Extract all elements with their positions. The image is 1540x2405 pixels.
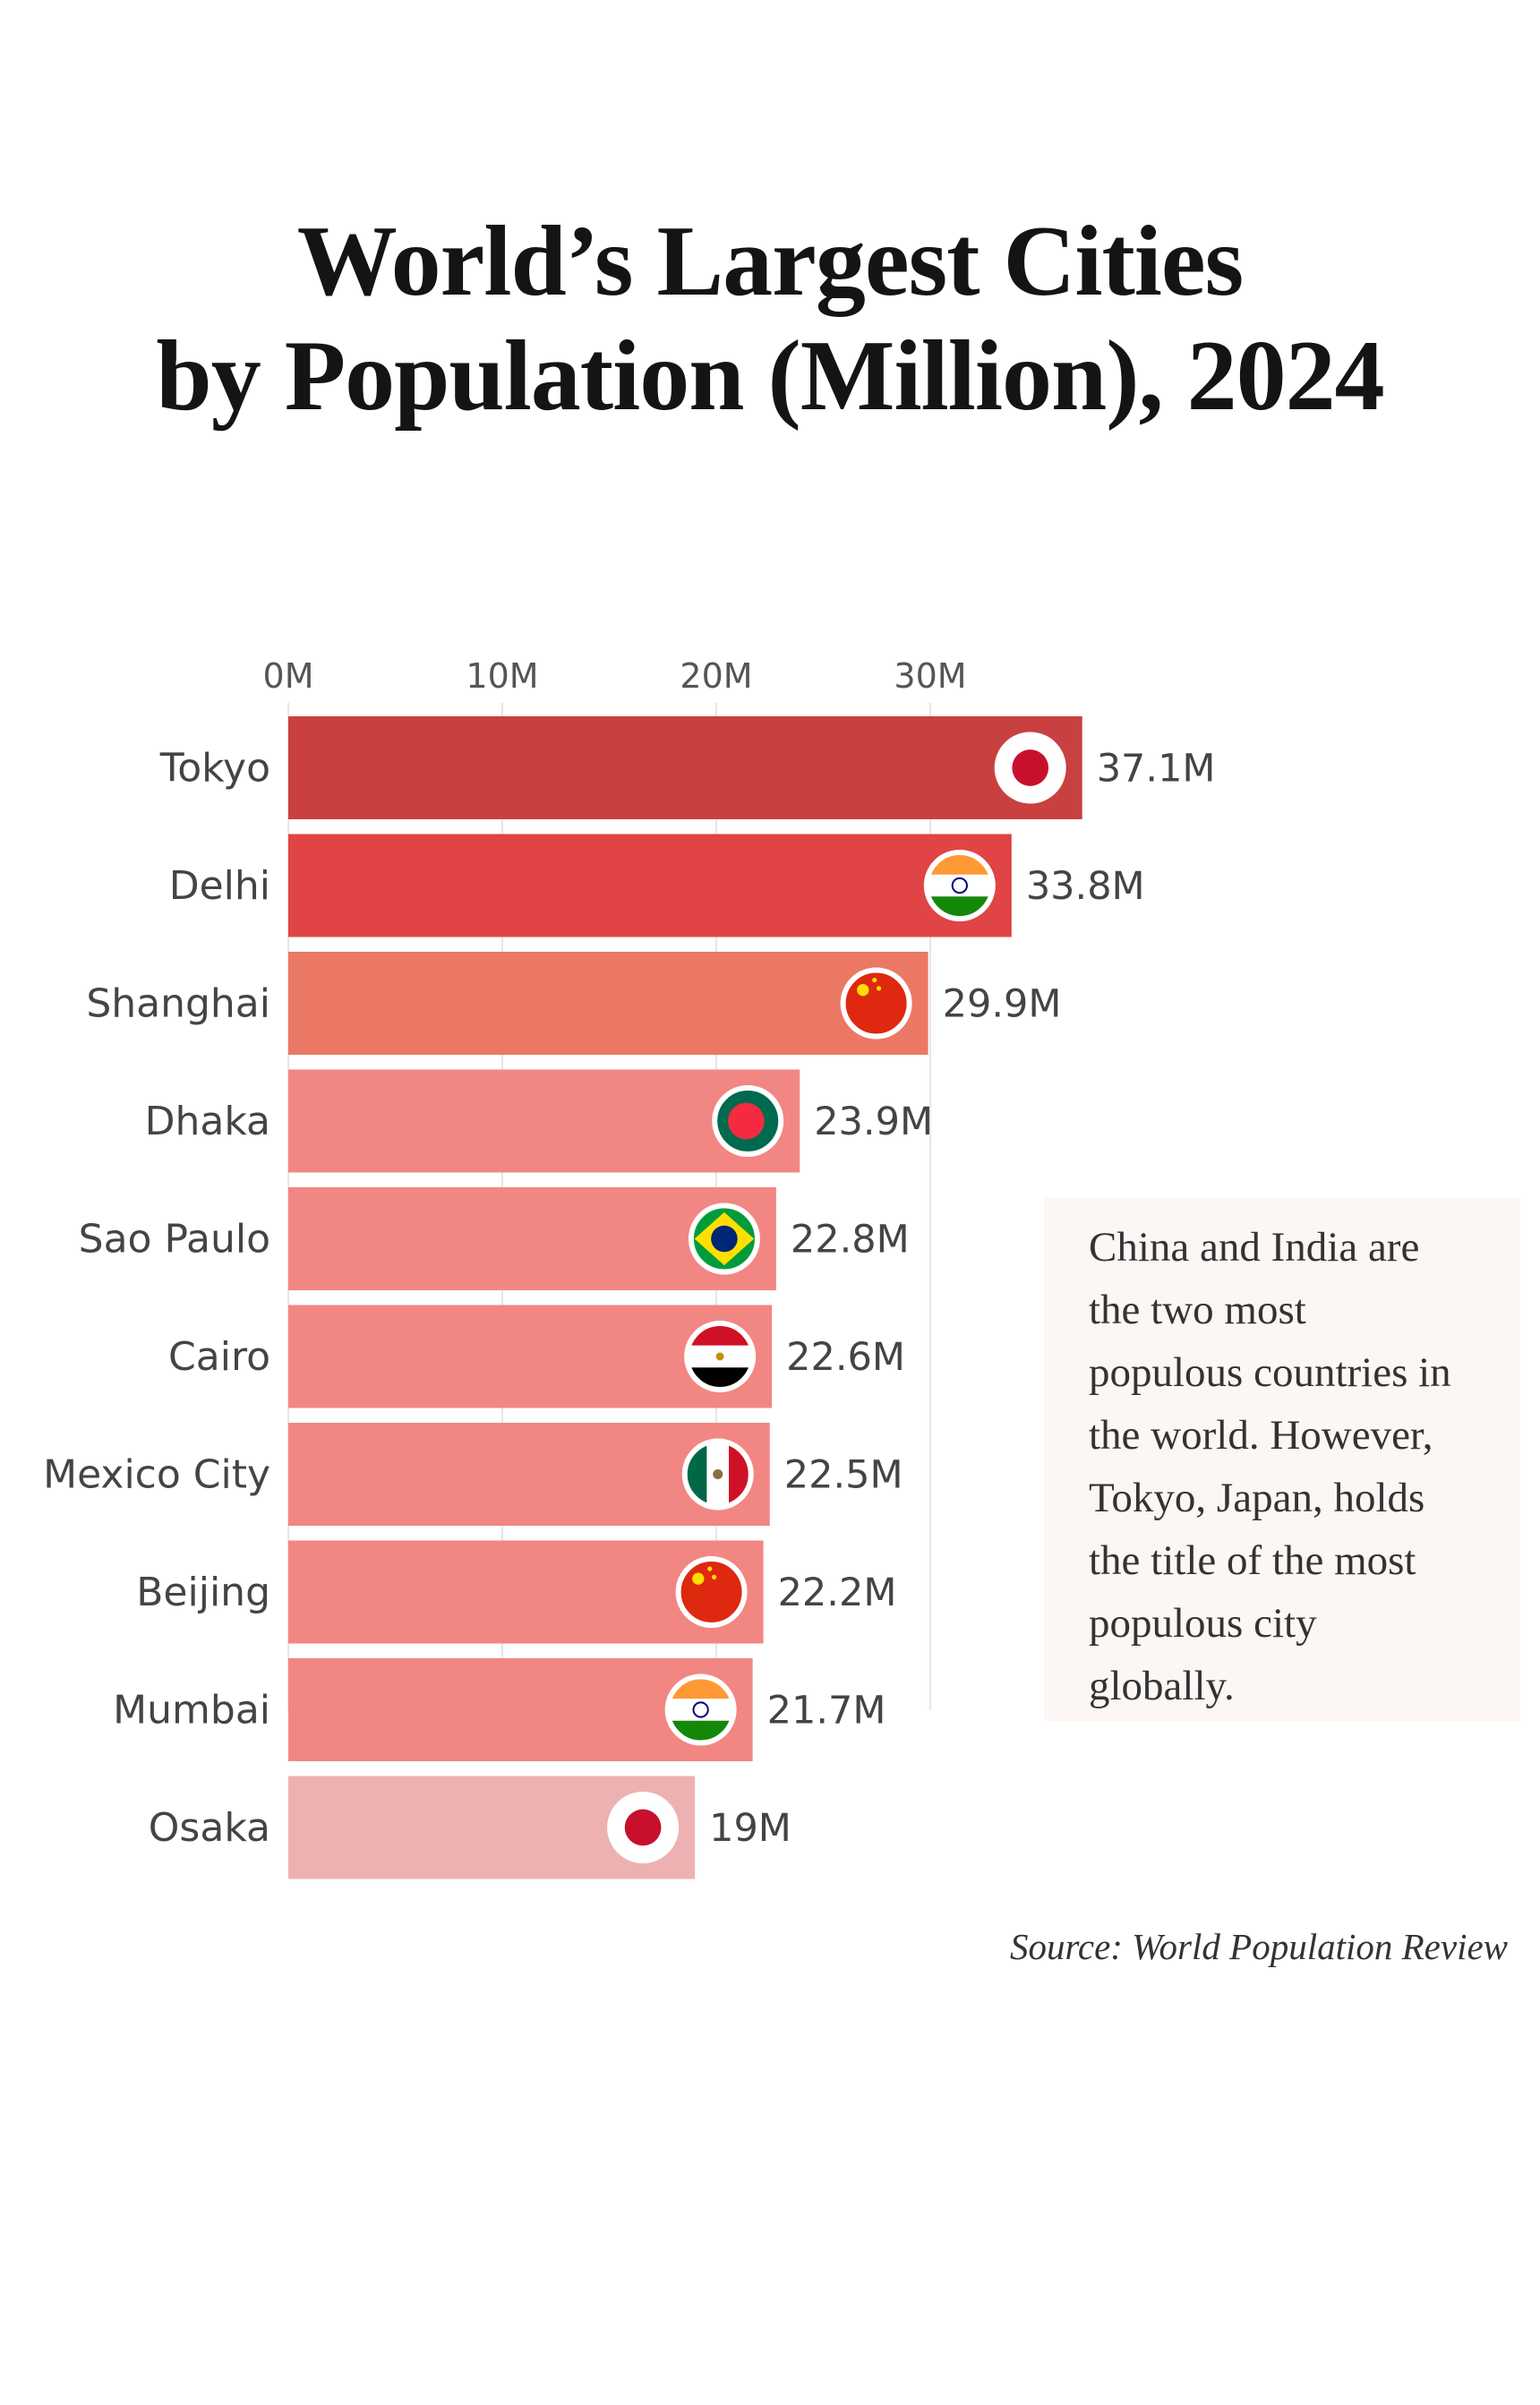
annotation-line: populous countries in [1089, 1349, 1451, 1396]
japan-flag-icon [994, 732, 1066, 804]
category-label: Sao Paulo [79, 1217, 270, 1262]
value-label: 37.1M [1097, 747, 1216, 792]
china-flag-icon [840, 967, 912, 1040]
annotation-line: China and India are [1089, 1224, 1420, 1271]
india-flag-icon [664, 1673, 737, 1746]
value-label: 21.7M [767, 1689, 886, 1733]
value-label: 29.9M [943, 982, 1062, 1027]
brazil-flag-icon [688, 1202, 760, 1275]
bar [288, 834, 1012, 937]
category-label: Mumbai [113, 1688, 270, 1733]
value-label: 22.2M [778, 1571, 897, 1615]
bar [288, 952, 928, 1055]
bar [288, 716, 1082, 819]
india-flag-icon [923, 850, 996, 921]
value-label: 22.6M [786, 1335, 905, 1380]
chart-title: World’s Largest Cities by Population (Mi… [0, 204, 1540, 433]
mexico-flag-icon [681, 1438, 754, 1511]
category-label: Delhi [169, 863, 270, 909]
annotation-line: the world. However, [1089, 1412, 1433, 1459]
annotation-line: the title of the most [1089, 1537, 1416, 1584]
value-label: 22.5M [784, 1453, 903, 1498]
value-label: 33.8M [1026, 864, 1145, 909]
category-label: Beijing [136, 1570, 270, 1615]
annotation-line: populous city [1089, 1600, 1317, 1647]
category-label: Tokyo [159, 746, 270, 792]
chart-title-line-1: World’s Largest Cities [296, 206, 1244, 317]
category-label: Shanghai [86, 981, 270, 1027]
chart-title-line-2: by Population (Million), 2024 [156, 321, 1384, 432]
value-label: 22.8M [791, 1218, 910, 1262]
value-label: 23.9M [814, 1100, 933, 1144]
annotation-box: China and India are the two most populou… [1044, 1198, 1520, 1721]
x-tick-label: 10M [466, 656, 538, 696]
category-label: Cairo [168, 1334, 270, 1380]
category-label: Dhaka [145, 1099, 270, 1144]
value-label: 19M [709, 1806, 791, 1851]
annotation-line: globally. [1089, 1663, 1235, 1709]
x-tick-label: 30M [894, 656, 966, 696]
egypt-flag-icon [684, 1321, 757, 1392]
bangladesh-flag-icon [712, 1085, 784, 1157]
china-flag-icon [675, 1556, 748, 1628]
x-tick-label: 20M [680, 656, 752, 696]
annotation-line: the two most [1089, 1287, 1306, 1333]
category-label: Osaka [149, 1805, 270, 1851]
x-tick-label: 0M [263, 656, 314, 696]
bar-chart: 0M 10M 20M 30M Tokyo 37.1M Delhi 33.8M Shanghai 2… [43, 656, 1216, 1879]
japan-flag-icon [607, 1792, 680, 1863]
category-label: Mexico City [43, 1452, 270, 1498]
source-note: Source: World Population Review [1009, 1926, 1508, 1967]
annotation-line: Tokyo, Japan, holds [1089, 1475, 1425, 1521]
